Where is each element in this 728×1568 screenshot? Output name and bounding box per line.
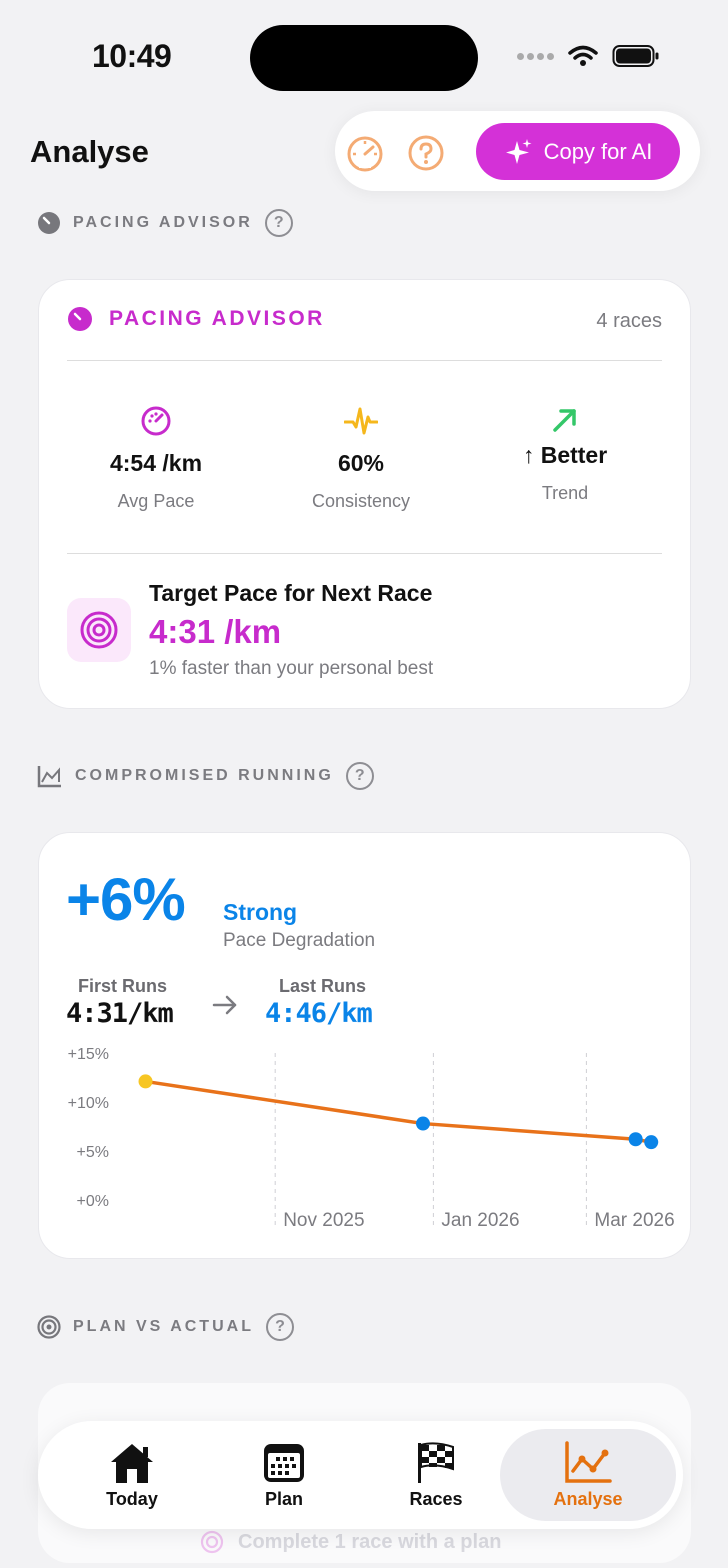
header-toolbar: Copy for AI [335, 111, 700, 191]
battery-icon [612, 45, 659, 67]
calendar-icon [264, 1443, 304, 1482]
x-tick-label: Mar 2026 [594, 1210, 674, 1231]
target-icon [80, 611, 118, 649]
page-title: Analyse [30, 134, 149, 169]
degradation-label: Pace Degradation [223, 930, 376, 951]
pacing-section-label: PACING ADVISOR [73, 214, 253, 231]
degradation-value: +6% [66, 866, 186, 933]
consistency-label: Consistency [311, 491, 411, 511]
plan-help-icon[interactable]: ? [265, 1313, 294, 1341]
first-runs-value: 4:31/km [66, 998, 174, 1029]
dynamic-island [250, 25, 478, 91]
pacing-advisor-card: PACING ADVISOR 4 races 4:54 /km Avg Pace… [38, 279, 691, 709]
tab-races-label: Races [409, 1488, 463, 1509]
compromised-help-icon[interactable]: ? [345, 762, 374, 790]
copy-for-ai-label: Copy for AI [543, 138, 653, 164]
series-line [145, 1079, 652, 1144]
trend-label: Trend [541, 483, 589, 503]
status-icons [517, 44, 660, 68]
last-runs-label: Last Runs [279, 976, 367, 996]
chart-area-icon [37, 766, 61, 788]
gauge-icon [38, 212, 60, 234]
sparkles-icon [505, 138, 532, 164]
pacing-card-title: PACING ADVISOR [109, 307, 325, 330]
avg-pace-value: 4:54 /km [109, 450, 203, 476]
compromised-running-card: +6% Strong Pace Degradation First Runs 4… [38, 832, 691, 1259]
pulse-icon [343, 407, 379, 435]
divider [67, 553, 662, 554]
wifi-icon [568, 45, 598, 66]
plan-hint-text: Complete 1 race with a plan [238, 1530, 502, 1553]
speedometer-icon [141, 406, 171, 436]
copy-for-ai-button[interactable]: Copy for AI [476, 123, 680, 180]
tab-plan[interactable]: Plan [209, 1429, 359, 1521]
y-tick-label: +10% [68, 1095, 109, 1112]
x-tick-label: Jan 2026 [441, 1210, 519, 1231]
tab-plan-label: Plan [264, 1488, 303, 1509]
consistency-value: 60% [337, 450, 385, 476]
tab-bar: Today Plan Races [38, 1421, 683, 1529]
pace-degradation-chart: Nov 2025 Jan 2026 Mar 2026 +15% +10% +5% +0% [68, 1046, 675, 1231]
status-bar: 10:49 [0, 0, 728, 110]
pacing-section-header: PACING ADVISOR ? [37, 209, 293, 237]
help-button[interactable] [406, 133, 446, 173]
data-point [628, 1132, 643, 1147]
plan-hint: Complete 1 race with a plan [200, 1530, 501, 1554]
y-tick-label: +15% [68, 1046, 109, 1063]
stat-consistency: 60% Consistency [261, 405, 461, 512]
tab-today-label: Today [106, 1488, 158, 1509]
tab-races[interactable]: Races [361, 1429, 511, 1521]
arrow-right-icon [212, 995, 237, 1015]
target-icon [200, 1530, 224, 1554]
data-point [644, 1135, 659, 1150]
last-runs-value: 4:46/km [265, 998, 373, 1029]
arrow-up-right-icon [553, 409, 576, 432]
pacing-help-icon[interactable]: ? [264, 209, 293, 237]
plan-section-header: PLAN VS ACTUAL ? [37, 1313, 294, 1341]
pacing-card-header: PACING ADVISOR [67, 306, 325, 332]
target-pace-value: 4:31 /km [149, 613, 282, 650]
compromised-section-label: COMPROMISED RUNNING [75, 767, 334, 784]
race-count: 4 races [596, 310, 662, 332]
tab-today[interactable]: Today [57, 1429, 207, 1521]
house-icon [111, 1443, 153, 1483]
stat-trend: ↑ Better Trend [465, 405, 665, 504]
status-time: 10:49 [92, 38, 172, 74]
degradation-rating: Strong [223, 899, 298, 925]
y-tick-label: +5% [77, 1144, 109, 1161]
data-point [138, 1074, 153, 1089]
data-point [416, 1116, 431, 1131]
target-title: Target Pace for Next Race [149, 580, 433, 606]
checkered-flag-icon [418, 1441, 454, 1483]
x-tick-label: Nov 2025 [283, 1210, 364, 1231]
target-icon-box [67, 598, 131, 662]
tab-analyse-label: Analyse [553, 1488, 623, 1509]
y-tick-label: +0% [77, 1193, 109, 1210]
plan-section-label: PLAN VS ACTUAL [73, 1318, 254, 1335]
target-subtitle: 1% faster than your personal best [149, 658, 434, 679]
cellular-icon [517, 52, 554, 60]
target-icon [37, 1315, 61, 1339]
trend-value: ↑ Better [522, 442, 608, 468]
divider [67, 360, 662, 361]
gauge-icon [68, 307, 92, 331]
tab-analyse[interactable]: Analyse [500, 1429, 676, 1521]
first-runs-label: First Runs [78, 976, 168, 996]
chart-line-icon [565, 1440, 612, 1483]
avg-pace-label: Avg Pace [117, 491, 195, 511]
compromised-section-header: COMPROMISED RUNNING ? [37, 762, 374, 790]
stat-avg-pace: 4:54 /km Avg Pace [56, 405, 256, 512]
speedometer-button[interactable] [345, 133, 385, 173]
